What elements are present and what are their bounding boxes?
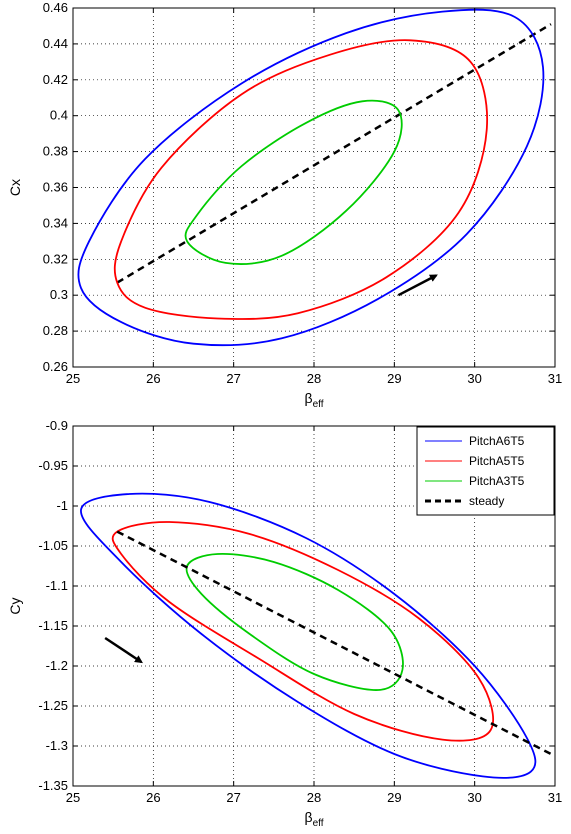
x-tick-label: 30	[467, 790, 481, 805]
legend-label: PitchA6T5	[469, 434, 525, 448]
series-pitcha3t5	[185, 552, 404, 691]
x-axis-label: βeff	[305, 809, 324, 829]
cx-plot: 25 26 27 28 29 30 31 0.26 0.28 0.3 0.32 0.34 0.36 0.3…	[7, 0, 562, 410]
legend-label: steady	[469, 494, 504, 508]
y-tick-label: 0.26	[43, 359, 68, 374]
y-tick-label: -1.35	[38, 778, 68, 793]
y-tick-label: 0.46	[43, 0, 68, 15]
x-axis-label: βeff	[305, 390, 324, 410]
y-tick-label: -1.25	[38, 698, 68, 713]
x-tick-label: 28	[307, 790, 321, 805]
series-pitcha6t5	[80, 492, 537, 779]
y-tick-label: 0.28	[43, 323, 68, 338]
y-tick-label: 0.32	[43, 251, 68, 266]
direction-arrow	[104, 636, 143, 664]
x-tick-label: 30	[467, 371, 481, 386]
y-tick-label: 0.42	[43, 72, 68, 87]
y-axis-label: Cy	[7, 597, 23, 614]
series-steady	[116, 23, 552, 284]
y-axis-label: Cx	[7, 179, 23, 196]
series-pitcha5t5	[111, 521, 494, 742]
y-tick-label: -0.9	[46, 418, 68, 433]
legend-label: PitchA5T5	[469, 454, 525, 468]
x-tick-label: 26	[146, 790, 160, 805]
y-tick-label: 0.4	[50, 108, 68, 123]
y-tick-label: 0.3	[50, 287, 68, 302]
x-tick-label: 27	[226, 790, 240, 805]
x-tick-label: 28	[307, 371, 321, 386]
y-tick-label: 0.44	[43, 36, 68, 51]
y-tick-label: -1.1	[46, 578, 68, 593]
y-tick-label: -1.2	[46, 658, 68, 673]
series-steady	[116, 530, 552, 756]
x-tick-label: 25	[66, 790, 80, 805]
legend: PitchA6T5 PitchA5T5 PitchA3T5 steady	[416, 426, 555, 516]
direction-arrow	[397, 274, 438, 297]
y-tick-label: -1	[56, 498, 68, 513]
legend-label: PitchA3T5	[469, 474, 525, 488]
x-tick-label: 31	[548, 790, 562, 805]
cy-plot: 25 26 27 28 29 30 31 -1.35 -1.3 -1.25 -1.2 -1.15 -1.…	[7, 418, 562, 829]
x-tick-label: 27	[226, 371, 240, 386]
x-tick-label: 25	[66, 371, 80, 386]
x-tick-label: 29	[387, 371, 401, 386]
y-tick-label: -1.15	[38, 618, 68, 633]
y-tick-label: 0.36	[43, 180, 68, 195]
y-tick-label: -1.3	[46, 738, 68, 753]
y-tick-label: 0.38	[43, 144, 68, 159]
x-tick-label: 31	[548, 371, 562, 386]
x-tick-label: 26	[146, 371, 160, 386]
y-tick-label: 0.34	[43, 215, 68, 230]
x-tick-label: 29	[387, 790, 401, 805]
series-pitcha3t5	[184, 99, 403, 265]
series-pitcha6t5	[77, 8, 545, 347]
series-pitcha5t5	[113, 39, 488, 320]
y-tick-label: -0.95	[38, 458, 68, 473]
y-tick-label: -1.05	[38, 538, 68, 553]
